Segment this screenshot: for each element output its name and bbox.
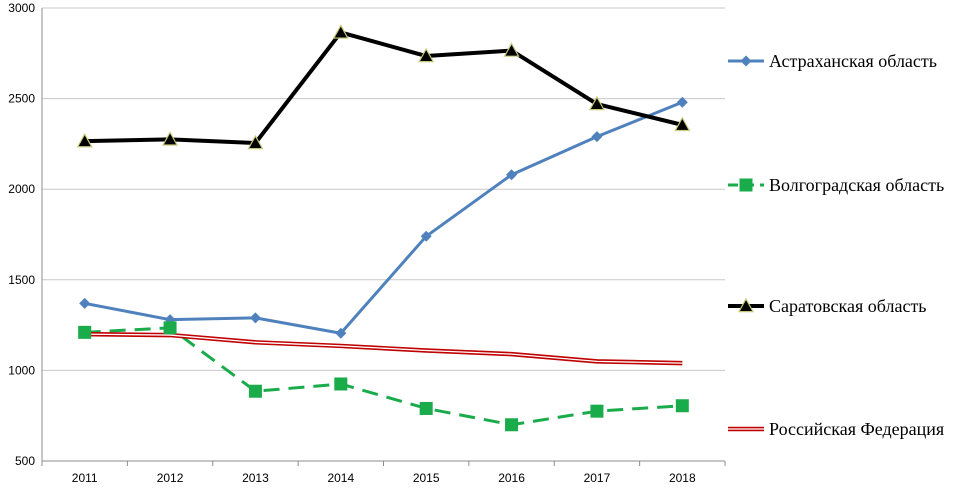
series-3-point-2015: [418, 47, 435, 63]
series-3-point-2011: [76, 132, 93, 148]
series-2-point-2011: [78, 325, 92, 339]
series-2-point-2015: [419, 401, 433, 415]
legend-marker: [737, 297, 755, 313]
series-2-point-2012: [163, 321, 177, 335]
series-2-point-2018: [675, 399, 689, 413]
legend-label: Астраханская область: [769, 51, 937, 71]
legend-entry-3: Саратовская область: [728, 296, 927, 316]
series-1-line: [84, 100, 683, 335]
series-3-point-2017: [588, 95, 605, 111]
x-tick-label-2012: 2012: [157, 471, 184, 485]
y-tick-label: 3000: [8, 1, 35, 15]
y-tick-label: 500: [15, 454, 35, 468]
axes: 500 1000 1500 2000 2500 3000 2011 2012 2013 2014 2…: [8, 1, 726, 485]
legend-entry-1: Астраханская область: [728, 51, 937, 71]
series-3-point-2012: [162, 131, 179, 146]
y-tick-label: 1000: [8, 363, 35, 377]
x-tick-label-2016: 2016: [498, 471, 525, 485]
x-tick-label-2018: 2018: [669, 471, 696, 485]
legend-label: Российская Федерация: [769, 419, 944, 439]
y-tick-label: 2000: [8, 182, 35, 196]
legend-marker: [739, 178, 753, 192]
series-1-point-2018: [676, 96, 688, 108]
series-1-point-2011: [79, 297, 91, 309]
series-1-point-2017: [591, 131, 603, 143]
x-tick-label-2013: 2013: [242, 471, 269, 485]
y-tick-label: 2500: [8, 92, 35, 106]
series-3-point-2014: [332, 24, 349, 39]
series-1-point-2014: [335, 327, 347, 339]
legend-marker: [740, 55, 752, 67]
x-tick-label-2011: 2011: [72, 471, 98, 485]
legend-entry-4: Российская Федерация: [728, 419, 944, 439]
legend-label: Волгоградская область: [769, 175, 944, 195]
series-3-line: [84, 30, 683, 145]
x-tick-label-2015: 2015: [413, 471, 440, 485]
series-3-point-2016: [503, 42, 520, 57]
legend-entry-2: Волгоградская область: [728, 175, 944, 195]
series-4-line-inner: [84, 333, 683, 364]
series-3-point-2013: [247, 134, 264, 150]
legend-label: Саратовская область: [769, 296, 927, 316]
series-1-point-2015: [420, 230, 432, 242]
series-2-point-2016: [505, 418, 519, 432]
series-1-point-2016: [506, 169, 518, 181]
series-2-point-2014: [334, 377, 348, 391]
legend: Астраханская область Волгоградская област…: [728, 51, 944, 439]
series-markers: [76, 24, 691, 432]
series-2-point-2013: [248, 384, 262, 398]
series-2-point-2017: [590, 404, 604, 418]
gridlines: [42, 7, 725, 462]
series-1-point-2013: [249, 312, 261, 324]
series-lines: [84, 30, 683, 427]
x-tick-label-2014: 2014: [327, 471, 354, 485]
x-tick-label-2017: 2017: [584, 471, 611, 485]
series-3-point-2018: [674, 116, 691, 132]
y-tick-label: 1500: [8, 273, 35, 287]
